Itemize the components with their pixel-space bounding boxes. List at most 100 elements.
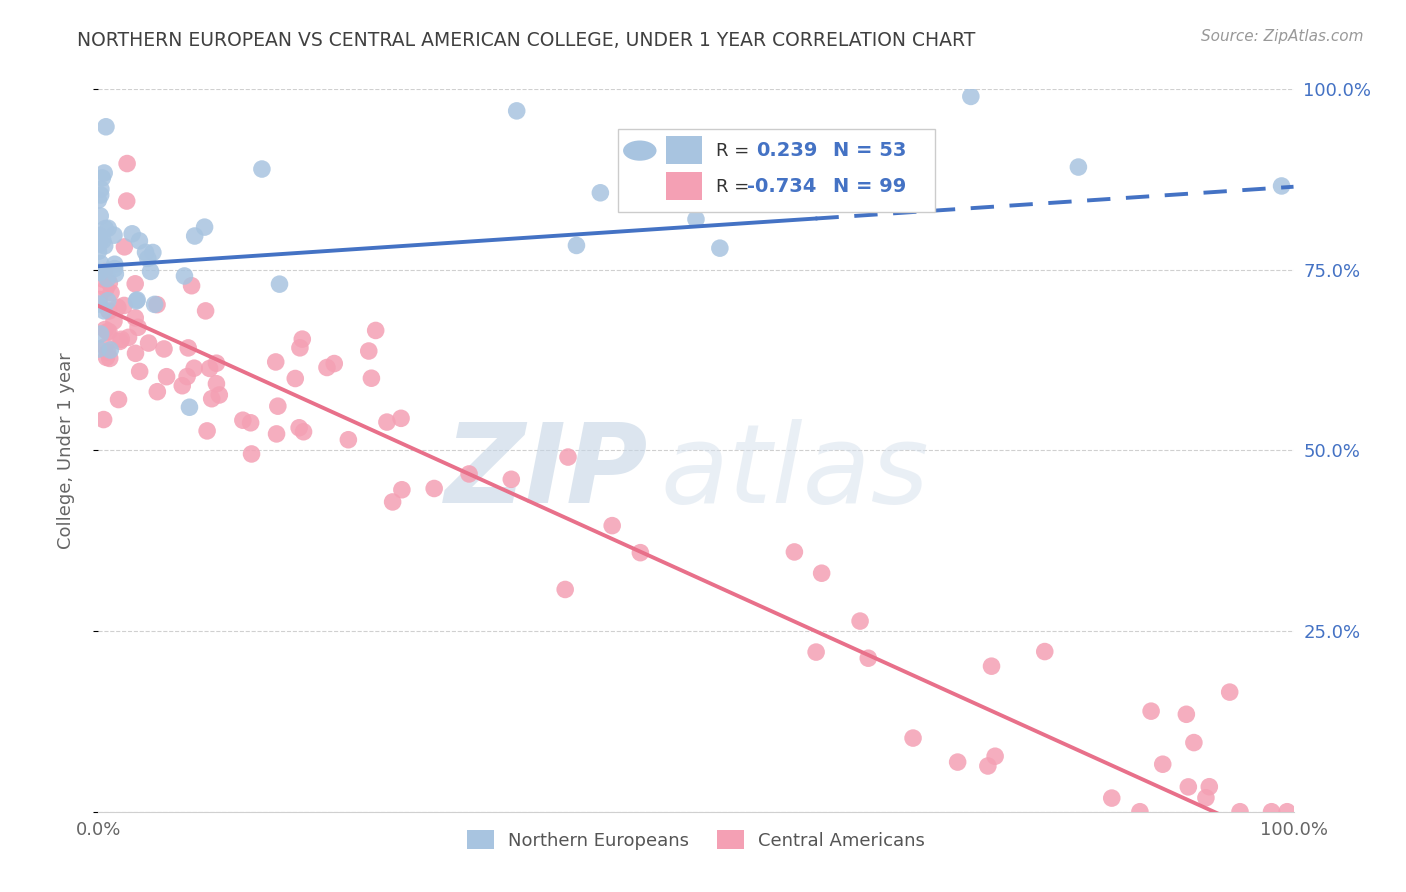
Point [506,103,529,118]
Point [232,413,254,427]
Point [115,194,138,208]
Point [177,341,200,355]
Point [96,351,118,365]
Point [389,411,412,425]
Point [357,344,380,359]
Point [557,450,579,464]
Point [565,238,588,252]
Point [93,264,115,278]
Point [87,342,110,356]
Text: R =: R = [716,142,749,160]
Text: 0.239: 0.239 [756,141,817,161]
Point [194,304,217,318]
Point [208,388,231,402]
Point [1275,805,1298,819]
Point [121,227,143,241]
Point [94,340,117,354]
Point [104,261,127,276]
Point [96,271,118,285]
Point [250,162,273,177]
Point [783,545,806,559]
Point [115,156,138,170]
Text: R =: R = [716,178,749,195]
Point [96,325,118,339]
Point [155,369,177,384]
FancyBboxPatch shape [619,129,935,212]
Point [1195,790,1218,805]
Point [142,245,165,260]
Point [316,360,339,375]
Y-axis label: College, Under 1 year: College, Under 1 year [56,352,75,549]
Point [103,228,125,243]
Point [288,421,311,435]
Point [1182,735,1205,749]
Point [124,346,146,360]
Point [100,285,122,300]
Point [117,330,139,344]
Point [146,298,169,312]
FancyBboxPatch shape [666,172,702,200]
Point [195,424,218,438]
Point [124,310,146,325]
Text: atlas: atlas [661,418,929,525]
Point [205,356,228,370]
Point [98,343,121,357]
Point [176,369,198,384]
Point [179,401,201,415]
Point [90,188,112,202]
Point [87,244,110,259]
Point [1219,685,1241,699]
Point [264,355,287,369]
Point [87,236,110,251]
Point [381,495,404,509]
Point [139,264,162,278]
Point [87,297,110,311]
Point [173,268,195,283]
Point [97,304,120,318]
Point [240,447,263,461]
Point [153,342,176,356]
Point [97,221,120,235]
Point [97,345,120,359]
Point [194,220,217,235]
Point [375,415,398,429]
Point [589,186,612,200]
Point [128,234,150,248]
Point [114,240,136,254]
Point [201,392,224,406]
Point [960,89,983,103]
Point [600,518,623,533]
Point [91,234,114,248]
Point [107,392,129,407]
Point [1177,780,1199,794]
Point [180,278,202,293]
Point [143,297,166,311]
Point [1229,805,1251,819]
Point [98,276,121,290]
Text: N = 99: N = 99 [834,178,907,196]
FancyBboxPatch shape [666,136,702,163]
Circle shape [623,141,657,161]
Point [501,472,523,486]
Point [628,546,651,560]
Point [87,265,110,279]
Point [127,320,149,334]
Point [984,749,1007,764]
Point [292,425,315,439]
Point [108,334,131,349]
Point [110,332,132,346]
Point [91,170,114,185]
Point [977,759,1000,773]
Point [198,361,221,376]
Point [946,755,969,769]
Text: NORTHERN EUROPEAN VS CENTRAL AMERICAN COLLEGE, UNDER 1 YEAR CORRELATION CHART: NORTHERN EUROPEAN VS CENTRAL AMERICAN CO… [77,31,976,50]
Point [391,483,413,497]
Point [284,371,307,385]
Point [266,426,288,441]
Text: -0.734: -0.734 [748,178,817,196]
Point [172,378,194,392]
Point [267,399,290,413]
Point [107,301,129,315]
Point [87,193,110,207]
Point [205,376,228,391]
